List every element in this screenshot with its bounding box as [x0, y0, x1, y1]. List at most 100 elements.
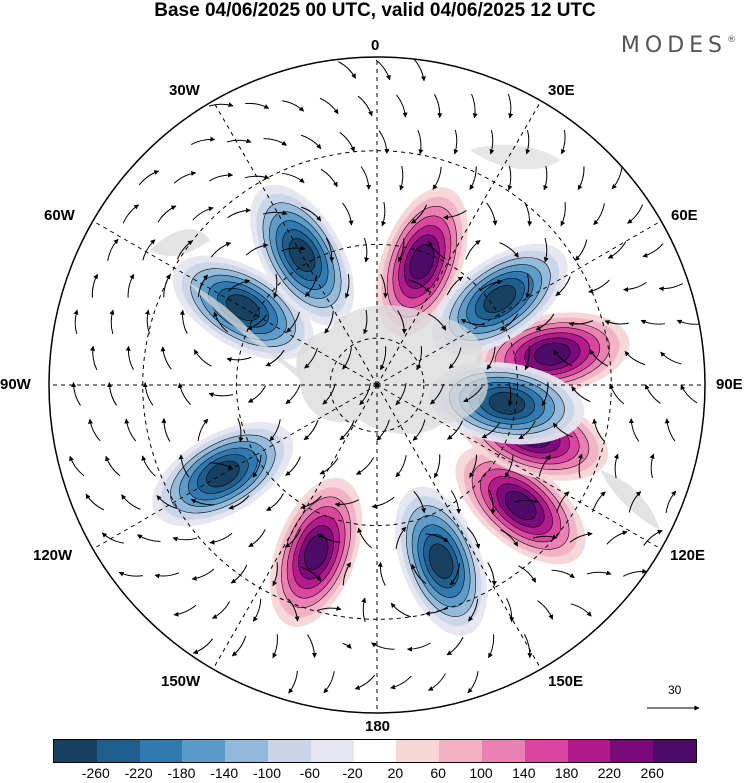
- wind-vectors: [69, 58, 701, 694]
- wind-arrow: [568, 320, 594, 327]
- wind-arrow: [88, 418, 101, 442]
- wind-arrow: [228, 495, 250, 510]
- wind-arrow: [486, 202, 498, 226]
- wind-arrow: [611, 167, 623, 190]
- wind-arrow: [163, 274, 171, 298]
- wind-arrow: [107, 238, 119, 261]
- wind-arrow: [227, 278, 251, 292]
- wind-arrow: [357, 95, 373, 117]
- wind-arrow: [288, 598, 300, 622]
- wind-arrow: [486, 346, 496, 370]
- latitude-circle: [329, 337, 425, 433]
- meridian-line: [92, 384, 378, 550]
- wind-arrow: [122, 204, 140, 224]
- wind-arrow: [191, 568, 215, 581]
- colorbar-tick-label: -100: [252, 765, 282, 781]
- wind-arrow: [410, 204, 428, 224]
- wind-arrow: [627, 204, 644, 224]
- wind-arrow: [69, 455, 85, 477]
- colorbar-swatch: [524, 740, 568, 762]
- wind-arrow: [428, 313, 447, 331]
- wind-arrow: [156, 495, 178, 509]
- wind-arrow: [177, 382, 191, 405]
- meridian-line: [92, 220, 378, 386]
- wind-arrow: [416, 346, 423, 371]
- wind-arrow: [417, 129, 424, 155]
- wind-arrow: [357, 527, 372, 549]
- wind-arrow: [109, 309, 115, 335]
- wind-arrow: [73, 309, 79, 335]
- wind-arrow: [577, 453, 583, 479]
- wind-arrow: [190, 498, 215, 506]
- meridian-line: [376, 100, 542, 386]
- wind-arrow: [541, 382, 549, 407]
- wind-arrow: [609, 383, 625, 405]
- wind-arrow: [466, 527, 481, 550]
- map-border: [48, 56, 706, 714]
- wind-arrow: [518, 565, 537, 583]
- wind-arrow: [460, 318, 485, 326]
- wind-arrow: [589, 349, 609, 367]
- wind-arrow: [413, 58, 426, 82]
- wind-arrow: [359, 383, 371, 406]
- colorbar-swatch: [481, 740, 525, 762]
- wind-arrow: [664, 418, 676, 442]
- wind-arrow: [319, 97, 339, 115]
- wind-arrow: [247, 385, 267, 403]
- wind-arrow: [197, 274, 209, 298]
- wind-arrow: [288, 670, 298, 694]
- wind-arrow: [468, 598, 479, 622]
- wind-arrow: [453, 129, 459, 155]
- wind-arrow: [588, 279, 610, 294]
- wind-arrow: [543, 237, 549, 263]
- wind-arrow: [411, 563, 427, 585]
- colorbar-tick-label: 220: [597, 765, 622, 781]
- wind-arrow: [537, 600, 554, 620]
- colorbar-swatch: [610, 740, 654, 762]
- wind-arrow: [144, 309, 151, 335]
- wind-arrow: [375, 59, 391, 81]
- wind-arrow: [553, 349, 573, 367]
- colorbar-swatch: [396, 740, 440, 762]
- wind-arrow: [471, 93, 478, 119]
- wind-arrow: [469, 166, 477, 190]
- wind-arrow: [252, 598, 262, 622]
- wind-arrow: [397, 238, 405, 263]
- wind-arrow: [280, 245, 306, 252]
- wind-arrow: [226, 356, 252, 363]
- wind-arrow: [227, 207, 251, 219]
- wind-arrow: [325, 238, 335, 263]
- wind-arrow: [173, 170, 197, 184]
- wind-arrow: [395, 526, 407, 550]
- wind-arrow: [524, 201, 533, 227]
- anomaly-field: [152, 184, 630, 636]
- wind-arrow: [342, 202, 354, 226]
- wind-arrow: [339, 420, 355, 441]
- wind-arrow: [430, 383, 445, 405]
- wind-arrow: [269, 419, 281, 442]
- wind-arrow: [142, 239, 156, 261]
- meridian-line: [376, 384, 662, 550]
- wind-arrow: [395, 383, 407, 406]
- wind-arrow: [395, 455, 407, 478]
- wind-arrow: [640, 319, 665, 325]
- wind-arrow: [273, 273, 279, 299]
- wind-arrow: [124, 418, 137, 442]
- wind-arrow: [300, 495, 322, 510]
- wind-arrow: [304, 275, 318, 297]
- wind-arrow: [360, 166, 372, 190]
- colorbar-tick-label: 260: [640, 765, 664, 781]
- wind-arrow: [380, 273, 389, 299]
- colorbar-swatch: [653, 740, 696, 762]
- wind-arrow: [412, 419, 426, 441]
- wind-arrow: [161, 417, 171, 442]
- colorbar-swatch: [54, 740, 97, 762]
- wind-arrow: [592, 418, 605, 442]
- wind-arrow: [209, 532, 233, 545]
- wind-arrow: [408, 279, 430, 293]
- lon-label-150w: 150W: [161, 673, 201, 690]
- lon-label-90w: 90W: [0, 376, 31, 393]
- wind-arrow: [142, 382, 154, 406]
- wind-arrow: [300, 134, 322, 150]
